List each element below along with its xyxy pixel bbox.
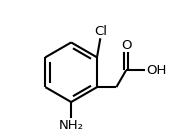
Text: OH: OH xyxy=(146,64,167,77)
Text: O: O xyxy=(121,39,131,52)
Text: NH₂: NH₂ xyxy=(59,119,84,132)
Text: Cl: Cl xyxy=(94,24,107,38)
